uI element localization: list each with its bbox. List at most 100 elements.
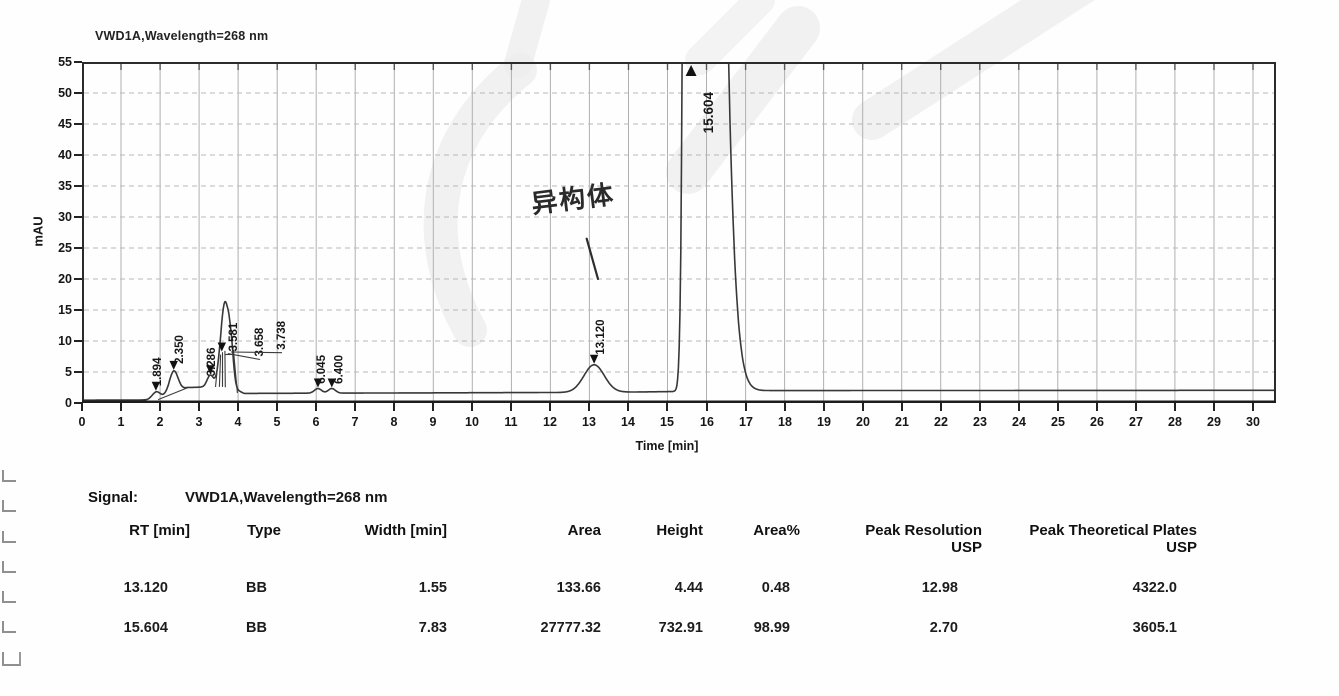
table-cell: 13.120 <box>88 556 190 596</box>
scan-artifact-mark <box>2 591 16 603</box>
x-axis-tick <box>120 403 122 411</box>
x-axis-tick-label: 18 <box>763 415 807 429</box>
x-axis-tick <box>510 403 512 411</box>
x-axis-tick <box>588 403 590 411</box>
x-axis-tick <box>862 403 864 411</box>
y-axis-tick <box>74 154 82 156</box>
x-axis-tick-label: 5 <box>255 415 299 429</box>
scan-artifact-mark <box>2 470 16 482</box>
x-axis-tick <box>823 403 825 411</box>
x-axis-tick-label: 16 <box>685 415 729 429</box>
y-axis-tick-label: 35 <box>30 178 72 194</box>
x-axis-tick-label: 8 <box>372 415 416 429</box>
x-axis-tick <box>1174 403 1176 411</box>
x-axis-tick-label: 21 <box>880 415 924 429</box>
table-cell: 4.44 <box>601 556 703 596</box>
column-header: Width [min] <box>281 516 447 556</box>
x-axis-tick <box>979 403 981 411</box>
peak-label: 15.604 <box>701 92 716 134</box>
scan-artifact-mark <box>2 531 16 543</box>
y-axis-tick <box>74 340 82 342</box>
x-axis-tick-label: 6 <box>294 415 338 429</box>
x-axis-tick-label: 12 <box>528 415 572 429</box>
table-cell: 4322.0 <box>982 556 1197 596</box>
table-cell: 27777.32 <box>447 596 601 636</box>
y-axis-tick-label: 30 <box>30 209 72 225</box>
x-axis-tick-label: 1 <box>99 415 143 429</box>
x-axis-tick-label: 15 <box>645 415 689 429</box>
scan-artifact-mark <box>2 652 21 666</box>
table-cell: 12.98 <box>800 556 982 596</box>
x-axis-tick <box>1252 403 1254 411</box>
table-cell: 0.48 <box>703 556 800 596</box>
x-axis-tick <box>549 403 551 411</box>
scan-artifact-mark <box>2 561 16 573</box>
y-axis-tick <box>74 185 82 187</box>
x-axis-tick-label: 29 <box>1192 415 1236 429</box>
x-axis-tick-label: 10 <box>450 415 494 429</box>
x-axis-tick-label: 11 <box>489 415 533 429</box>
x-axis-tick <box>1057 403 1059 411</box>
x-axis-tick-label: 0 <box>60 415 104 429</box>
x-axis-tick-label: 26 <box>1075 415 1119 429</box>
y-axis-tick <box>74 247 82 249</box>
peak-label: 13.120 <box>595 319 607 354</box>
x-axis-tick <box>237 403 239 411</box>
x-axis-tick <box>276 403 278 411</box>
table-cell: BB <box>190 556 281 596</box>
table-cell: 3605.1 <box>982 596 1197 636</box>
column-header: Type <box>190 516 281 556</box>
table-cell: BB <box>190 596 281 636</box>
x-axis-tick <box>706 403 708 411</box>
x-axis-tick-label: 20 <box>841 415 885 429</box>
column-header: RT [min] <box>88 516 190 556</box>
x-axis-tick-label: 22 <box>919 415 963 429</box>
peak-label: 1.894 <box>152 357 164 386</box>
x-axis-tick <box>198 403 200 411</box>
y-axis-tick-label: 5 <box>30 364 72 380</box>
x-axis-tick <box>354 403 356 411</box>
x-axis-tick-label: 25 <box>1036 415 1080 429</box>
y-axis-tick <box>74 61 82 63</box>
x-axis-tick-label: 2 <box>138 415 182 429</box>
table-cell: 7.83 <box>281 596 447 636</box>
x-axis-tick-label: 30 <box>1231 415 1275 429</box>
y-axis-tick-label: 50 <box>30 85 72 101</box>
y-axis-tick <box>74 371 82 373</box>
table-cell: 732.91 <box>601 596 703 636</box>
peak-label: 3.581 <box>228 322 240 351</box>
signal-value: VWD1A,Wavelength=268 nm <box>185 489 387 506</box>
x-axis-tick <box>784 403 786 411</box>
x-axis-tick <box>627 403 629 411</box>
peak-marker <box>686 65 697 76</box>
signal-row: Signal:VWD1A,Wavelength=268 nm <box>88 489 387 506</box>
annotation-pointer <box>587 239 598 279</box>
x-axis-tick <box>940 403 942 411</box>
chart-title: VWD1A,Wavelength=268 nm <box>95 29 268 43</box>
x-axis-tick <box>432 403 434 411</box>
y-axis-tick-label: 20 <box>30 271 72 287</box>
peak-label: 3.738 <box>276 320 288 349</box>
x-axis-title: Time [min] <box>607 439 727 453</box>
x-axis-tick <box>315 403 317 411</box>
peak-marker <box>590 355 598 364</box>
x-axis-tick <box>666 403 668 411</box>
x-axis-tick <box>1213 403 1215 411</box>
column-header: Area% <box>703 516 800 556</box>
y-axis-tick <box>74 278 82 280</box>
x-axis-tick-label: 24 <box>997 415 1041 429</box>
x-axis-tick <box>1018 403 1020 411</box>
x-axis-tick <box>901 403 903 411</box>
x-axis-tick-label: 7 <box>333 415 377 429</box>
y-axis-tick <box>74 123 82 125</box>
table-cell: 133.66 <box>447 556 601 596</box>
x-axis-tick <box>745 403 747 411</box>
peak-label: 3.286 <box>206 348 218 377</box>
